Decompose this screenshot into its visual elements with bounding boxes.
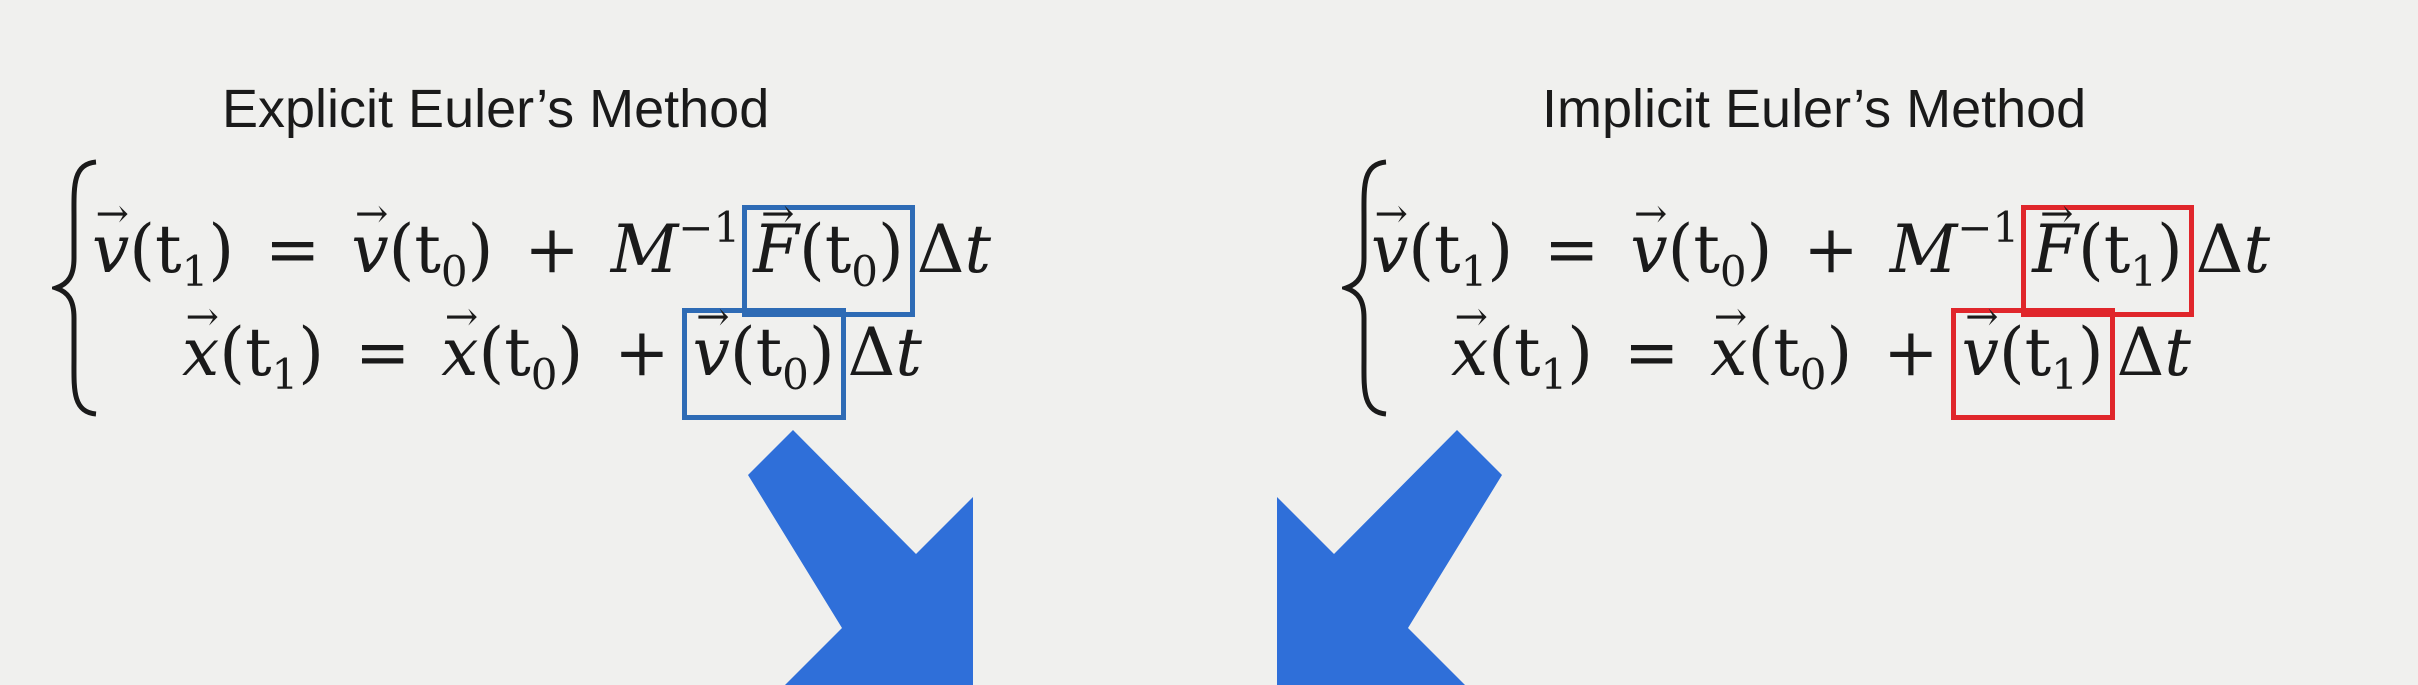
explicit-force-highlight: F(t0) <box>742 205 915 317</box>
implicit-title: Implicit Euler’s Method <box>1542 79 2087 139</box>
explicit-velocity-highlight: v(t0) <box>681 308 846 420</box>
implicit-velocity-equation: v(t1) = v(t0) + M−1F(t1)Δt <box>1371 188 2270 317</box>
equals-sign: = <box>1623 314 1680 391</box>
explicit-title: Explicit Euler’s Method <box>222 79 770 139</box>
velocity-symbol: v <box>92 210 129 290</box>
arrow-down-left-icon <box>1277 430 1502 685</box>
explicit-euler-panel: Explicit Euler’s Method v(t1) = v(t0) + … <box>0 0 1209 685</box>
equals-sign: = <box>265 211 321 288</box>
plus-sign: + <box>524 211 580 288</box>
equals-sign: = <box>354 314 411 391</box>
plus-sign: + <box>1883 314 1939 391</box>
implicit-euler-panel: Implicit Euler’s Method v(t1) = v(t0) + … <box>1209 0 2418 685</box>
equals-sign: = <box>1544 211 1600 288</box>
implicit-velocity-highlight: v(t1) <box>1950 308 2115 420</box>
right-brace-icon <box>1342 159 1387 417</box>
implicit-force-highlight: F(t1) <box>2021 205 2194 317</box>
mass-symbol: M <box>610 211 679 288</box>
explicit-position-equation: x(t1) = x(t0) +v(t0)Δt <box>182 308 922 420</box>
arrow-down-right-icon <box>748 430 973 685</box>
velocity-symbol: v <box>1371 210 1408 290</box>
position-symbol: x <box>182 313 219 393</box>
plus-sign: + <box>1803 211 1859 288</box>
implicit-position-equation: x(t1) = x(t0) +v(t1)Δt <box>1451 308 2191 420</box>
mass-symbol: M <box>1889 211 1958 288</box>
position-symbol: x <box>1451 313 1488 393</box>
explicit-velocity-equation: v(t1) = v(t0) + M−1F(t0)Δt <box>92 188 991 317</box>
plus-sign: + <box>614 314 670 391</box>
left-brace-icon <box>52 159 97 417</box>
